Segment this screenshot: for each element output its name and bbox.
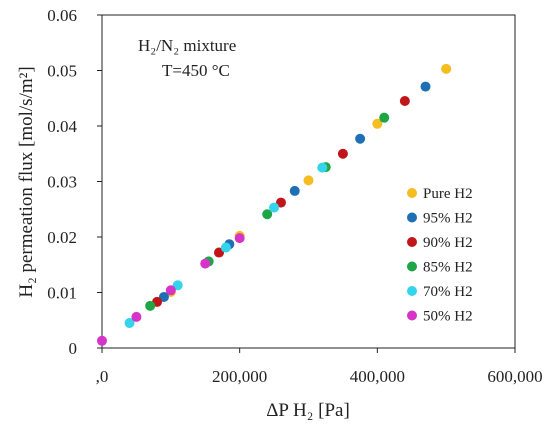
- data-point: [131, 311, 142, 322]
- x-tick-label: 600,000: [487, 367, 542, 386]
- data-point: [355, 133, 366, 144]
- data-point: [172, 280, 183, 291]
- y-axis-title: H₂ permeation flux [mol/s/m²]: [16, 66, 37, 297]
- data-point: [441, 63, 452, 74]
- data-point: [303, 175, 314, 186]
- data-point: [124, 318, 135, 329]
- legend-marker: [407, 212, 417, 223]
- legend: Pure H2 95% H2 90% H2 85% H2 70% H2 50% H2: [407, 186, 473, 325]
- legend-marker: [407, 286, 417, 296]
- data-point: [372, 118, 383, 129]
- x-axis: ,0 200,000 400,000 600,000: [96, 348, 543, 386]
- y-tick-label: 0.03: [47, 173, 77, 192]
- data-point: [145, 300, 156, 311]
- data-point: [420, 81, 431, 92]
- y-tick-label: 0.02: [47, 228, 77, 247]
- y-axis: 0 0.01 0.02 0.03 0.04 0.05 0.06: [47, 6, 102, 358]
- y-tick-label: 0.04: [47, 117, 77, 136]
- data-point: [379, 112, 390, 123]
- data-point: [165, 285, 176, 296]
- data-points: [97, 63, 452, 346]
- y-tick-label: 0: [69, 339, 78, 358]
- legend-label: 50% H2: [423, 309, 473, 325]
- data-point: [337, 148, 348, 159]
- annotation-line-1: H₂/N₂ mixture: [138, 36, 236, 55]
- data-point: [200, 258, 211, 269]
- legend-label: 70% H2: [423, 284, 473, 300]
- legend-label: 95% H2: [423, 211, 473, 227]
- data-point: [220, 242, 231, 253]
- data-point: [275, 197, 286, 208]
- y-tick-label: 0.06: [47, 6, 77, 25]
- y-tick-label: 0.01: [47, 284, 77, 303]
- data-point: [158, 291, 169, 302]
- data-point: [234, 233, 245, 244]
- legend-marker: [407, 237, 417, 247]
- legend-label: 85% H2: [423, 260, 473, 276]
- x-tick-label: 400,000: [350, 367, 405, 386]
- x-tick-label: 200,000: [212, 367, 267, 386]
- data-point: [214, 247, 225, 258]
- data-point: [289, 185, 300, 196]
- legend-label: 90% H2: [423, 235, 473, 251]
- data-point: [269, 202, 280, 213]
- legend-marker: [407, 310, 417, 321]
- y-tick-label: 0.05: [47, 62, 77, 81]
- data-point: [262, 209, 273, 220]
- data-point: [97, 335, 107, 346]
- data-point: [399, 96, 410, 107]
- data-point: [317, 162, 328, 173]
- legend-label: Pure H2: [423, 186, 473, 202]
- x-axis-title: ΔP H₂ [Pa]: [266, 400, 350, 421]
- x-tick-label: ,0: [96, 367, 109, 386]
- legend-marker: [407, 188, 417, 198]
- legend-marker: [407, 261, 417, 272]
- annotation-line-2: T=450 °C: [162, 61, 230, 80]
